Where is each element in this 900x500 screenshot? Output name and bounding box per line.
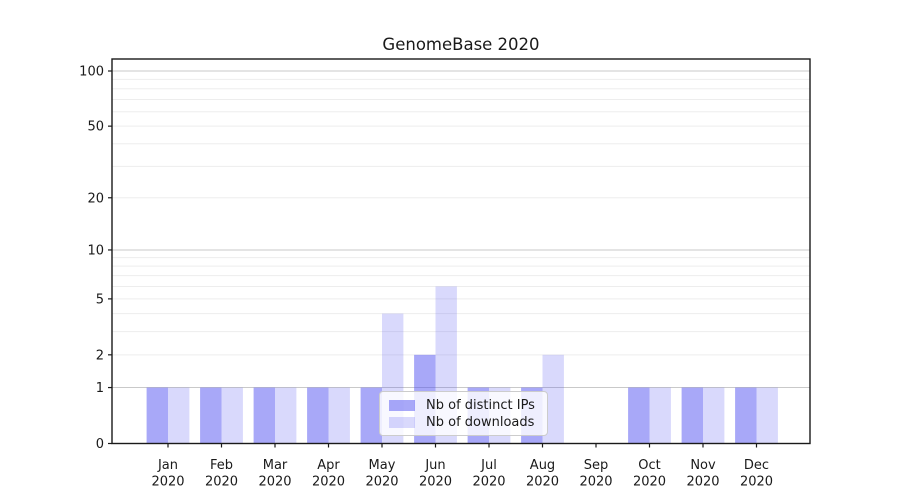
bar-downloads-jan <box>168 387 190 444</box>
chart-title: GenomeBase 2020 <box>382 35 540 54</box>
x-tick-label-year: 2020 <box>526 475 559 490</box>
bar-distinct-ips-nov <box>681 387 703 444</box>
y-tick-label: 1 <box>96 381 104 396</box>
x-tick-label-year: 2020 <box>365 475 398 490</box>
y-tick-label: 100 <box>79 65 104 80</box>
x-tick-label-year: 2020 <box>472 475 505 490</box>
bar-distinct-ips-feb <box>200 387 222 444</box>
bar-downloads-nov <box>703 387 725 444</box>
x-tick-label-year: 2020 <box>151 475 184 490</box>
x-tick-label-year: 2020 <box>312 475 345 490</box>
x-tick-label-month: Oct <box>638 458 660 473</box>
bar-downloads-dec <box>756 387 778 444</box>
x-tick-label-month: Sep <box>584 458 609 473</box>
x-tick-label-year: 2020 <box>740 475 773 490</box>
bar-downloads-feb <box>221 387 243 444</box>
y-tick-label: 20 <box>87 191 104 206</box>
bar-downloads-oct <box>649 387 671 444</box>
y-tick-label: 0 <box>96 437 104 452</box>
legend: Nb of distinct IPs Nb of downloads <box>379 391 548 436</box>
legend-label-downloads: Nb of downloads <box>426 415 535 430</box>
y-tick-label: 10 <box>87 243 104 258</box>
y-tick-label: 2 <box>96 348 104 363</box>
y-tick-label: 50 <box>87 120 104 135</box>
legend-item-downloads: Nb of downloads <box>389 415 538 430</box>
bar-downloads-mar <box>275 387 297 444</box>
x-tick-label-year: 2020 <box>579 475 612 490</box>
x-tick-label-month: Aug <box>530 458 555 473</box>
x-tick-label-month: Apr <box>317 458 340 473</box>
x-tick-label-month: Jul <box>480 458 497 473</box>
legend-item-distinct-ips: Nb of distinct IPs <box>389 398 538 413</box>
legend-swatch-distinct-ips-icon <box>389 400 415 411</box>
x-tick-label-month: Mar <box>263 458 288 473</box>
bar-distinct-ips-jan <box>146 387 168 444</box>
x-tick-label-year: 2020 <box>686 475 719 490</box>
x-tick-label-month: May <box>369 458 396 473</box>
x-tick-label-year: 2020 <box>419 475 452 490</box>
legend-label-distinct-ips: Nb of distinct IPs <box>426 398 535 413</box>
bar-downloads-apr <box>328 387 350 444</box>
bar-distinct-ips-apr <box>307 387 329 444</box>
x-tick-label-month: Jan <box>157 458 178 473</box>
x-tick-label-year: 2020 <box>633 475 666 490</box>
bar-distinct-ips-oct <box>628 387 650 444</box>
x-tick-label-year: 2020 <box>205 475 238 490</box>
bar-distinct-ips-dec <box>735 387 757 444</box>
x-tick-label-month: Jun <box>424 458 445 473</box>
x-tick-label-month: Dec <box>744 458 769 473</box>
legend-swatch-downloads-icon <box>389 417 415 428</box>
bar-distinct-ips-mar <box>253 387 275 444</box>
x-tick-label-year: 2020 <box>258 475 291 490</box>
bar-distinct-ips-may <box>360 387 382 444</box>
x-tick-label-month: Feb <box>210 458 233 473</box>
y-tick-label: 5 <box>96 292 104 307</box>
x-tick-label-month: Nov <box>690 458 716 473</box>
axes-frame <box>111 58 811 445</box>
